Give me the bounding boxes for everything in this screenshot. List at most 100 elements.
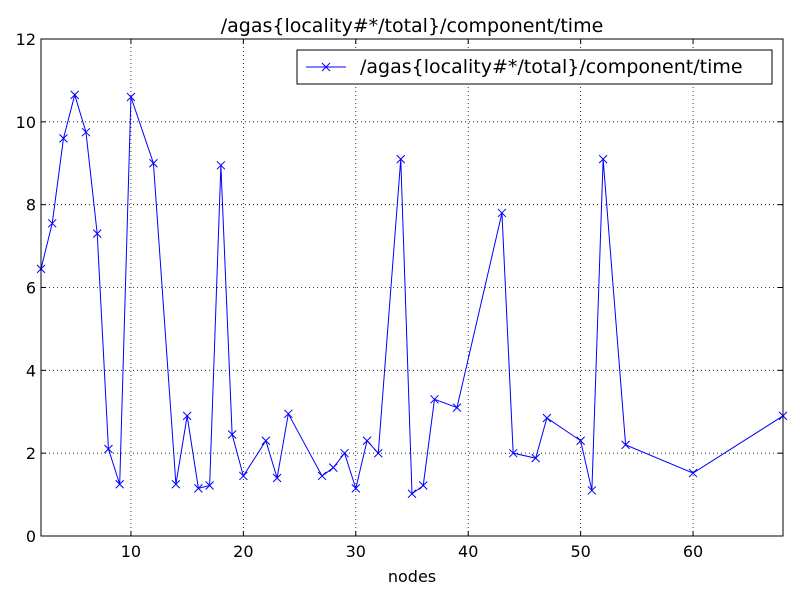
marker-stroke <box>216 160 226 170</box>
data-point-marker <box>171 479 181 489</box>
marker-stroke <box>373 448 383 458</box>
marker-stroke <box>576 436 585 446</box>
y-tick-label: 8 <box>26 196 36 215</box>
marker-stroke <box>508 448 518 458</box>
marker-stroke <box>542 413 552 423</box>
marker-stroke <box>194 484 203 493</box>
marker-stroke <box>587 486 597 495</box>
data-point-marker <box>587 486 597 495</box>
marker-stroke <box>621 440 630 450</box>
x-tick-label: 10 <box>121 542 141 561</box>
marker-stroke <box>182 411 192 421</box>
marker-stroke <box>227 430 237 439</box>
y-tick-label: 0 <box>26 527 36 546</box>
marker-stroke <box>452 403 462 412</box>
marker-stroke <box>328 463 338 473</box>
x-tick-label: 30 <box>346 542 366 561</box>
data-point-marker <box>205 481 214 490</box>
data-point-marker <box>92 229 102 239</box>
marker-stroke <box>104 444 113 454</box>
marker-stroke <box>115 479 125 489</box>
marker-stroke <box>92 229 102 239</box>
data-point-marker <box>362 436 372 446</box>
data-point-marker <box>508 448 518 458</box>
data-point-marker <box>194 484 203 493</box>
marker-stroke <box>430 394 439 404</box>
marker-stroke <box>497 208 507 218</box>
tick-labels: 10 20 30 40 50 60 0 2 4 6 8 10 12 <box>16 30 704 561</box>
data-point-marker <box>272 473 282 483</box>
marker-stroke <box>81 127 91 137</box>
marker-stroke <box>171 479 181 489</box>
data-point-marker <box>497 208 507 218</box>
data-point-marker <box>70 90 80 100</box>
tick-marks <box>41 38 783 537</box>
data-point-marker <box>430 394 439 404</box>
chart-title: /agas{locality#*/total}/component/time <box>221 15 604 37</box>
marker-stroke <box>396 154 406 164</box>
x-tick-label: 20 <box>233 542 253 561</box>
data-point-marker <box>373 448 383 458</box>
data-point-marker <box>115 479 125 489</box>
data-point-marker <box>104 444 113 454</box>
legend-label: /agas{locality#*/total}/component/time <box>360 56 743 78</box>
marker-stroke <box>205 481 214 490</box>
data-point-marker <box>216 160 226 170</box>
grid <box>41 38 783 537</box>
marker-stroke <box>261 436 271 446</box>
x-tick-label: 40 <box>458 542 478 561</box>
y-tick-label: 4 <box>26 361 36 380</box>
marker-stroke <box>70 90 80 100</box>
data-point-marker <box>59 134 68 143</box>
marker-stroke <box>59 134 68 143</box>
data-point-marker <box>407 489 417 499</box>
x-axis-label: nodes <box>388 567 436 586</box>
data-point-marker <box>396 154 406 164</box>
data-point-marker <box>261 436 271 446</box>
marker-stroke <box>340 448 349 458</box>
marker-stroke <box>418 481 428 490</box>
data-point-marker <box>239 471 248 481</box>
y-tick-label: 2 <box>26 444 36 463</box>
y-tick-label: 6 <box>26 279 36 298</box>
legend-box <box>296 49 773 85</box>
marker-stroke <box>362 436 372 446</box>
x-tick-label: 60 <box>683 542 703 561</box>
data-point-marker <box>227 430 237 439</box>
data-point-marker <box>47 218 57 228</box>
marker-stroke <box>598 154 608 164</box>
marker-stroke <box>272 473 282 483</box>
data-point-marker <box>317 471 327 481</box>
data-point-marker <box>351 484 361 493</box>
data-point-marker <box>598 154 608 164</box>
data-point-marker <box>340 448 349 458</box>
legend: /agas{locality#*/total}/component/time <box>296 49 773 85</box>
marker-stroke <box>317 471 327 481</box>
data-point-marker <box>283 409 293 419</box>
marker-stroke <box>149 158 158 168</box>
data-point-marker <box>149 158 158 168</box>
data-point-marker <box>182 411 192 421</box>
data-point-marker <box>418 481 428 490</box>
x-tick-label: 50 <box>570 542 590 561</box>
data-point-marker <box>621 440 630 450</box>
marker-stroke <box>351 484 361 493</box>
marker-stroke <box>239 471 248 481</box>
data-point-marker <box>576 436 585 446</box>
marker-stroke <box>47 218 57 228</box>
data-point-marker <box>81 127 91 137</box>
data-point-marker <box>452 403 462 412</box>
marker-stroke <box>283 409 293 419</box>
data-point-marker <box>531 453 541 463</box>
legend-marker-x <box>321 62 331 72</box>
marker-stroke <box>531 453 541 463</box>
marker-stroke <box>407 489 417 499</box>
marker-stroke <box>688 468 698 478</box>
data-point-marker <box>126 92 136 102</box>
data-point-marker <box>328 463 338 473</box>
data-point-marker <box>542 413 552 423</box>
marker-stroke <box>126 92 136 102</box>
data-point-marker <box>688 468 698 478</box>
